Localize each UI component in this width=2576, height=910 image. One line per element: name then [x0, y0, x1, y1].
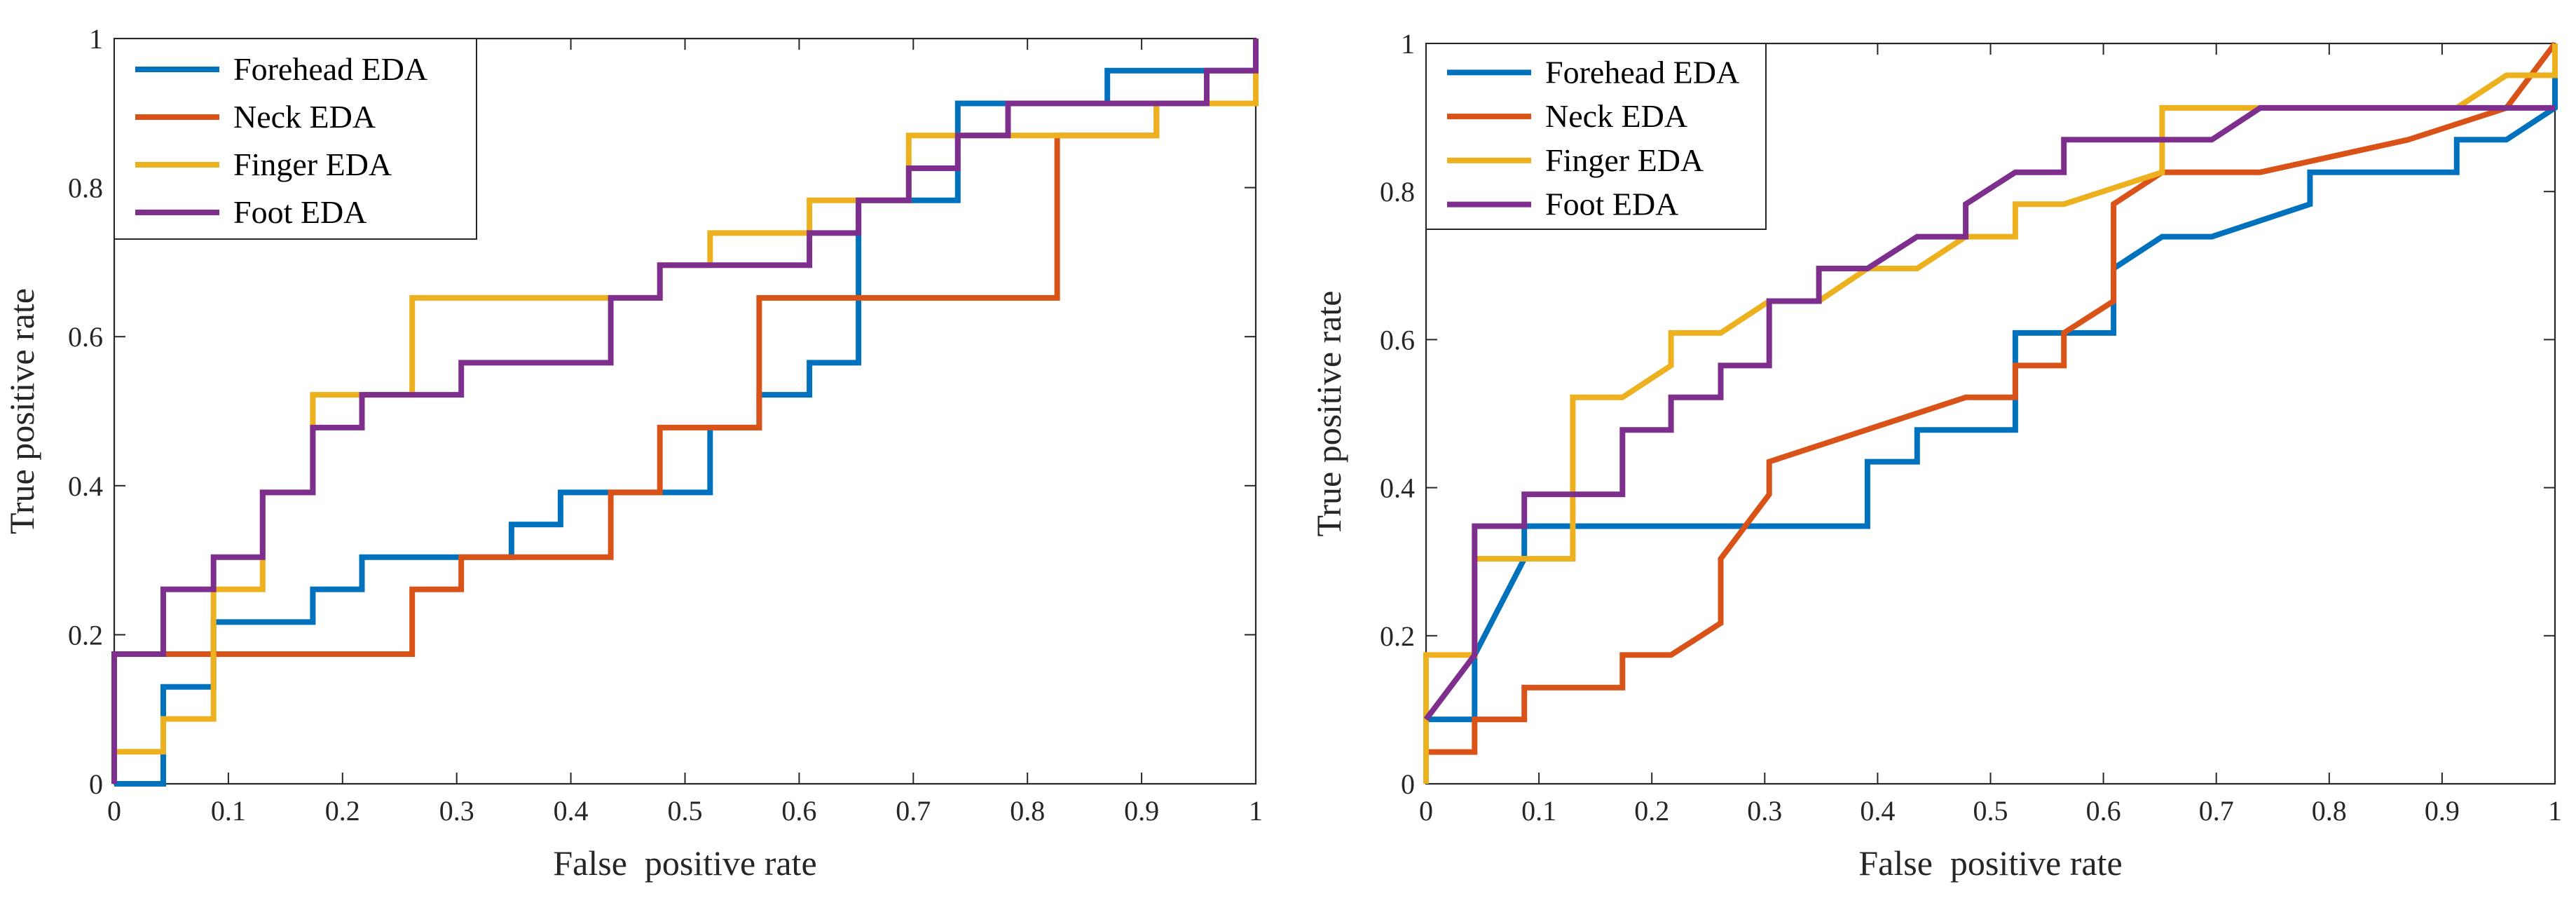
x-tick-label: 0.4 [554, 795, 589, 827]
y-axis-label: True positive rate [2, 288, 41, 534]
x-tick-label: 0.7 [896, 795, 931, 827]
x-tick-label: 0.2 [325, 795, 360, 827]
y-tick-label: 1 [1401, 28, 1415, 60]
x-axis-label: False positive rate [1858, 843, 2122, 883]
y-tick-label: 0.8 [68, 172, 103, 204]
y-tick-label: 1 [89, 23, 103, 55]
x-tick-label: 0.9 [1124, 795, 1159, 827]
series-line-finger [111, 39, 1259, 784]
series-line-forehead [1423, 43, 2558, 784]
x-tick-label: 0.3 [1747, 795, 1782, 827]
y-tick-label: 0 [1401, 768, 1415, 800]
y-tick-label: 0.6 [1380, 324, 1415, 355]
legend-entry-finger: Finger EDA [233, 147, 392, 182]
x-tick-label: 0 [1419, 795, 1433, 827]
legend-entry-forehead: Forehead EDA [1545, 54, 1739, 90]
x-tick-label: 0.8 [1010, 795, 1045, 827]
x-tick-label: 1 [1249, 795, 1263, 827]
y-tick-label: 0.2 [68, 619, 103, 651]
x-tick-label: 0.8 [2312, 795, 2347, 827]
legend-entry-foot: Foot EDA [233, 194, 366, 230]
legend-entry-neck: Neck EDA [1545, 98, 1687, 134]
legend: Forehead EDA Neck EDA Finger EDA Foot EDA [1425, 43, 1767, 230]
series-line-foot [1423, 104, 2555, 721]
x-tick-label: 0.5 [1973, 795, 2008, 827]
x-tick-label: 0.2 [1634, 795, 1669, 827]
x-tick-label: 0.7 [2199, 795, 2234, 827]
legend-entry-neck: Neck EDA [233, 99, 376, 135]
series-line-foot [111, 39, 1259, 784]
y-tick-label: 0.4 [68, 470, 103, 502]
series-line-finger [1423, 43, 2558, 784]
x-tick-label: 0.6 [2086, 795, 2121, 827]
y-tick-label: 0.6 [68, 321, 103, 353]
y-tick-label: 0.8 [1380, 176, 1415, 208]
legend-entry-finger: Finger EDA [1545, 142, 1704, 178]
x-tick-label: 0.5 [668, 795, 703, 827]
x-axis-label: False positive rate [553, 843, 816, 883]
y-axis-label: True positive rate [1309, 291, 1348, 537]
chart-panel-1: 0 0.1 0.2 0.3 0.4 0.5 0.6 0.7 0.8 0.9 1 0 0.2 0.4 0.6 0… [2, 23, 1263, 883]
x-tick-label: 0.1 [211, 795, 246, 827]
chart-panel-2: 0 0.1 0.2 0.3 0.4 0.5 0.6 0.7 0.8 0.9 1 0 0.2 0.4 0.6 0… [1309, 28, 2562, 883]
y-tick-label: 0.2 [1380, 620, 1415, 652]
y-tick-label: 0.4 [1380, 473, 1415, 504]
x-tick-label: 0 [107, 795, 121, 827]
y-tick-label: 0 [89, 768, 103, 800]
legend-entry-forehead: Forehead EDA [233, 51, 427, 87]
x-tick-label: 0.6 [781, 795, 816, 827]
x-tick-label: 0.3 [439, 795, 474, 827]
x-tick-label: 0.9 [2425, 795, 2460, 827]
x-tick-label: 1 [2548, 795, 2562, 827]
x-tick-label: 0.1 [1521, 795, 1556, 827]
legend-entry-foot: Foot EDA [1545, 186, 1678, 222]
x-tick-label: 0.4 [1860, 795, 1895, 827]
legend: Forehead EDA Neck EDA Finger EDA Foot EDA [114, 38, 477, 240]
